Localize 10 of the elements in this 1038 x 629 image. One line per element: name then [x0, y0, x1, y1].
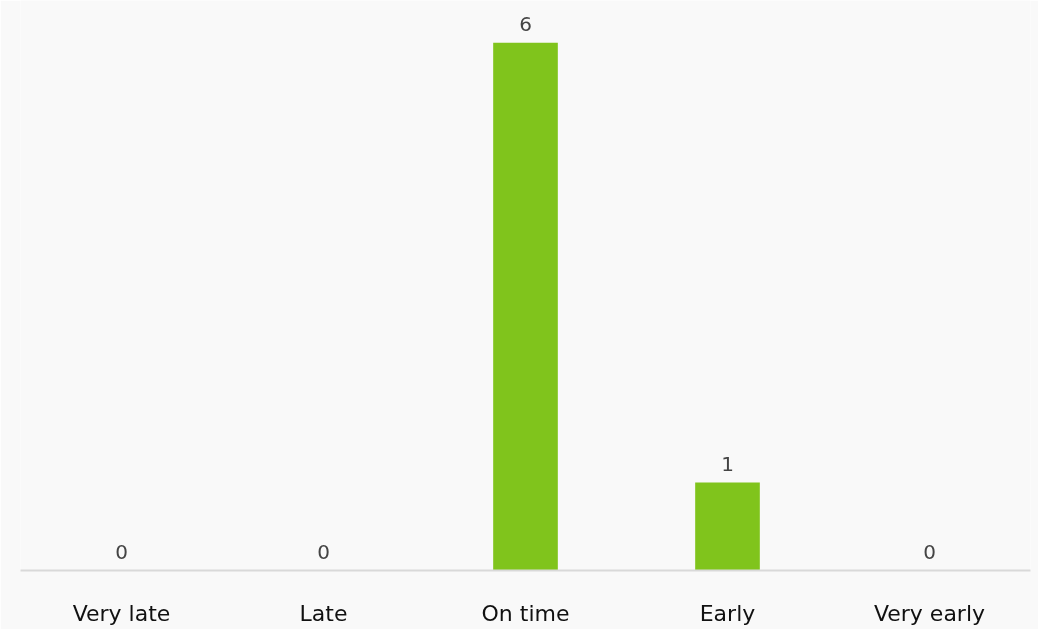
- data-label: 0: [923, 539, 936, 564]
- x-tick-label: Very early: [873, 600, 986, 626]
- data-label: 6: [519, 11, 532, 36]
- x-tick-label: On time: [481, 600, 570, 626]
- data-label: 0: [317, 539, 330, 564]
- data-label: 1: [721, 451, 734, 476]
- x-tick-label: Very late: [72, 600, 171, 626]
- data-label: 0: [115, 539, 128, 564]
- x-tick-label: Early: [699, 600, 756, 626]
- x-tick-label: Late: [299, 600, 348, 626]
